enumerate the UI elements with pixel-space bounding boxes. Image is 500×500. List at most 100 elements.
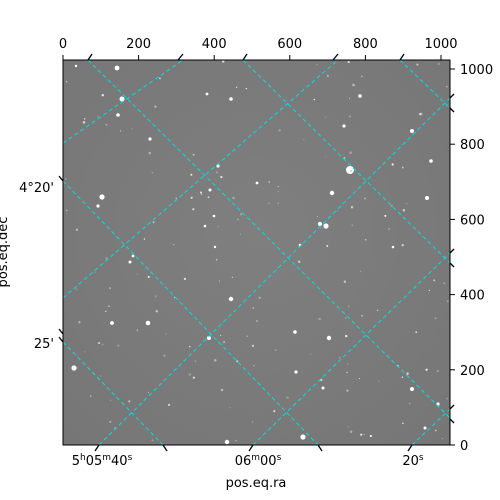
faint-star [200,191,202,194]
faint-star [152,221,155,224]
star [99,194,105,200]
faint-star [89,395,92,397]
faint-star [192,153,195,156]
dec-tick-label: 4°20' [19,181,54,196]
faint-star [363,433,365,436]
faint-star [378,380,380,382]
faint-star [433,279,436,282]
faint-star [347,60,350,64]
star [145,320,151,326]
faint-star [105,257,108,260]
faint-star [419,112,422,116]
faint-star [128,400,131,403]
faint-star [117,344,120,347]
faint-star [97,116,99,118]
star [429,159,433,163]
faint-star [235,440,237,442]
ra-seconds: 00 [260,454,277,469]
star [213,245,217,249]
faint-star [325,156,327,158]
faint-star [235,86,238,88]
faint-star [220,175,223,179]
faint-star [251,344,255,348]
faint-star [229,407,231,409]
faint-star [207,196,210,199]
faint-star [359,270,362,273]
faint-star [220,334,222,337]
faint-star [192,376,195,379]
faint-star [99,375,102,377]
faint-star [221,60,225,63]
faint-star [215,258,218,261]
ra-tick-label: 06m00s [235,453,282,469]
faint-star [348,305,350,307]
faint-star [405,202,408,205]
faint-star [109,420,112,423]
faint-star [173,244,175,246]
faint-star [273,410,276,413]
faint-star [277,186,279,188]
faint-star [214,359,217,362]
faint-star [246,335,248,337]
faint-star [147,391,150,394]
faint-star [339,357,341,359]
faint-star [402,422,404,425]
faint-star [352,83,355,87]
ra-second-unit: s [419,453,424,463]
faint-star [220,388,224,392]
star [205,92,209,96]
faint-star [82,121,86,124]
faint-star [442,437,444,440]
right-y-tick-label: 400 [460,289,485,304]
ra-minutes: 05 [86,454,103,469]
star [410,129,414,133]
faint-star [131,128,134,130]
coordinate-grid [63,60,450,445]
faint-star [324,116,326,118]
faint-star [183,277,186,280]
faint-star [350,205,354,209]
star [131,254,135,258]
faint-star [192,208,195,211]
faint-star [326,74,329,78]
faint-star [434,429,437,432]
star [410,387,414,391]
faint-star [428,289,430,292]
faint-star [94,271,96,273]
faint-star [98,342,101,344]
x-axis-label: pos.eq.ra [226,476,287,491]
faint-star [361,314,363,317]
faint-star [66,209,68,211]
faint-star [74,366,76,368]
faint-star [231,276,234,278]
faint-star [78,321,81,324]
star [300,434,306,440]
faint-star [239,233,241,235]
faint-star [337,210,339,212]
faint-star [245,87,248,90]
faint-star [278,129,281,132]
faint-star [350,169,353,172]
faint-star [151,439,154,442]
faint-star [345,317,347,319]
faint-star [232,196,235,200]
faint-star [364,238,367,241]
ra-second-unit: s [128,453,133,463]
star [203,224,207,228]
star [293,330,297,334]
right-y-axis: 0 200 400 600 800 1000 [450,63,493,454]
faint-star [108,305,110,308]
faint-star [316,216,319,218]
faint-star [75,288,78,291]
faint-star [360,433,363,436]
faint-star [401,376,404,378]
faint-star [83,118,86,120]
faint-star [445,85,448,88]
faint-star [346,389,349,392]
star-field [65,60,449,445]
star [228,296,234,302]
grid-line [411,408,450,445]
faint-star [402,209,406,212]
grid-line [63,180,319,445]
faint-star [348,115,351,118]
